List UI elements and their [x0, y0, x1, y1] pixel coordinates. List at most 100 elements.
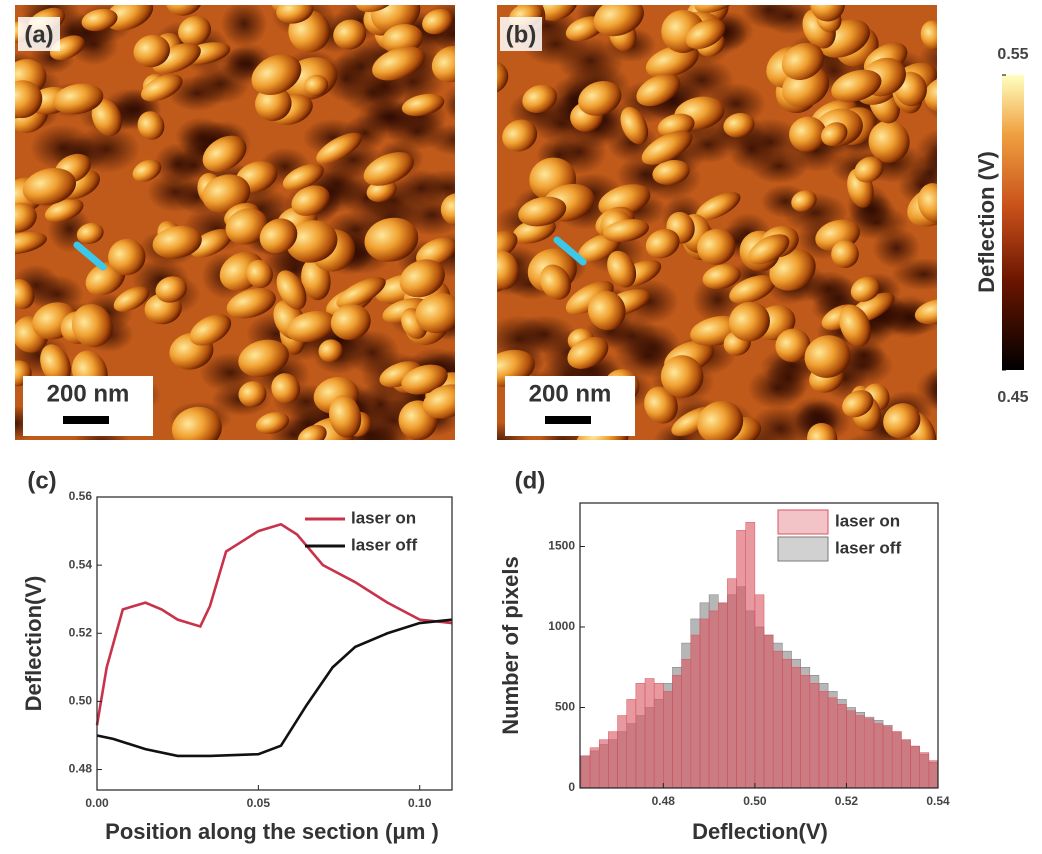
afm-grain — [422, 384, 455, 419]
histogram-bar — [837, 704, 847, 789]
afm-grain — [660, 355, 704, 398]
histogram-bar — [864, 718, 875, 789]
scale-bar — [545, 416, 591, 424]
afm-grain — [336, 277, 386, 309]
afm-grain — [316, 132, 363, 164]
afm-grain — [401, 364, 448, 395]
afm-grain — [422, 8, 453, 35]
afm-grain — [189, 314, 232, 346]
histogram-bar — [718, 602, 728, 789]
afm-grain — [502, 119, 538, 152]
afm-grain — [781, 42, 825, 80]
afm-grain — [914, 298, 937, 325]
afm-grain — [702, 264, 741, 290]
y-tick-label: 0.56 — [69, 489, 93, 503]
histogram-bar — [727, 578, 737, 789]
afm-grain — [363, 152, 414, 186]
scale-bar-label: 200 nm — [529, 380, 612, 407]
afm-grain — [333, 19, 367, 50]
colorbar-title: Deflection (V) — [974, 151, 999, 293]
afm-image — [497, 5, 937, 440]
histogram-bar — [745, 522, 756, 789]
afm-grain — [831, 240, 859, 268]
afm-pit — [167, 75, 226, 112]
scale-bar-box — [505, 376, 635, 436]
colorbar-tick-label: 0.45 — [997, 389, 1028, 406]
histogram-bar — [901, 739, 911, 789]
x-tick-label: 0.48 — [652, 794, 676, 808]
afm-grain — [271, 373, 300, 404]
histogram-bar — [763, 634, 774, 789]
afm-grain — [76, 222, 104, 244]
afm-grain — [152, 225, 202, 259]
afm-grain — [15, 202, 37, 233]
y-tick-label: 500 — [555, 700, 575, 714]
afm-grain — [178, 15, 212, 46]
afm-grain — [850, 276, 881, 302]
afm-grain — [165, 5, 203, 16]
colorbar-tick-label: 0.55 — [997, 46, 1028, 63]
afm-grain — [364, 217, 419, 262]
afm-grain — [141, 74, 183, 102]
y-tick-label: 0.50 — [69, 694, 93, 708]
afm-grain — [641, 130, 693, 165]
afm-grain — [370, 5, 421, 33]
plot-frame — [579, 502, 939, 789]
afm-pit — [220, 5, 268, 48]
histogram-bar — [873, 723, 884, 789]
afm-grain — [645, 228, 680, 259]
afm-grain — [697, 228, 736, 265]
y-tick-label: 0.48 — [69, 762, 93, 776]
histogram-bar — [626, 699, 637, 789]
afm-grain — [497, 250, 519, 290]
afm-pit — [741, 5, 796, 30]
afm-grain — [190, 228, 232, 258]
afm-grain — [789, 116, 827, 152]
afm-grain — [282, 163, 324, 191]
afm-grain — [831, 69, 882, 103]
afm-grain — [839, 304, 872, 347]
afm-grain — [15, 232, 47, 255]
afm-grain — [44, 198, 84, 222]
afm-grain — [868, 120, 910, 163]
data-line — [95, 522, 453, 726]
x-tick-label: 0.54 — [926, 794, 950, 808]
histogram-bar — [772, 650, 783, 789]
afm-grain — [440, 193, 455, 226]
afm-grain — [155, 276, 187, 303]
histogram-bar — [827, 697, 838, 789]
afm-grain — [329, 395, 362, 438]
afm-grain — [259, 218, 298, 254]
afm-pit — [891, 257, 937, 291]
afm-grain — [105, 5, 154, 31]
histogram-bar — [818, 691, 829, 789]
histogram-bar — [699, 618, 710, 789]
afm-grain — [810, 5, 845, 22]
afm-grain — [276, 270, 307, 310]
afm-grain — [171, 406, 222, 440]
afm-grain — [565, 280, 614, 315]
afm-grain — [238, 381, 267, 408]
afm-grain — [22, 168, 77, 206]
afm-grain — [539, 264, 571, 300]
afm-grain — [251, 54, 302, 96]
afm-grain — [883, 403, 921, 439]
y-tick-label: 1500 — [548, 539, 575, 553]
x-axis-title: Position along the section (μm ) — [105, 819, 439, 844]
afm-image — [15, 5, 455, 440]
afm-grain — [415, 292, 455, 334]
afm-grain — [497, 61, 509, 94]
afm-pit — [692, 275, 743, 324]
afm-pit — [727, 126, 776, 172]
afm-grain — [578, 81, 622, 116]
y-tick-label: 0.54 — [69, 557, 93, 571]
afm-grain — [431, 45, 455, 83]
legend-label: laser on — [835, 511, 900, 530]
y-axis-title: Number of pixels — [498, 556, 523, 734]
afm-grain — [81, 8, 118, 32]
legend-label: laser off — [351, 535, 417, 554]
histogram-bar — [598, 739, 609, 789]
afm-grain — [791, 190, 817, 212]
afm-grain — [636, 73, 681, 107]
legend-swatch — [777, 509, 829, 535]
